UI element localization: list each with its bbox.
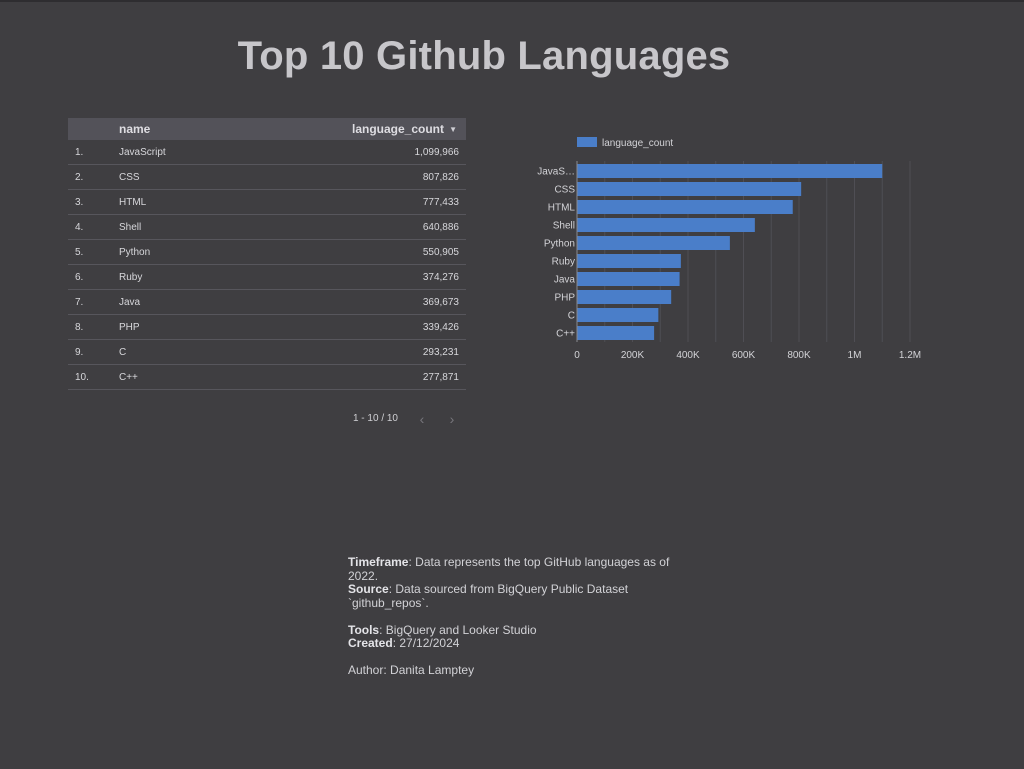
previous-page-icon[interactable]: ‹ (419, 411, 425, 427)
row-index: 8. (75, 321, 84, 333)
row-count: 640,886 (422, 221, 459, 233)
row-name: Java (119, 296, 141, 308)
table-row[interactable]: 2. CSS 807,826 (68, 165, 466, 190)
bar-css[interactable] (577, 182, 802, 196)
languages-table: name language_count ▼ 1. JavaScript 1,099,… (68, 118, 466, 390)
y-tick-label: Ruby (552, 257, 575, 268)
row-count: 777,433 (422, 196, 459, 208)
row-index: 1. (75, 146, 84, 158)
y-tick-label: CSS (554, 185, 575, 196)
y-tick-label: C (568, 311, 575, 322)
x-tick-label: 600K (732, 350, 756, 361)
next-page-icon[interactable]: › (449, 411, 455, 427)
bar-html[interactable] (577, 200, 793, 214)
table-row[interactable]: 9. C 293,231 (68, 340, 466, 365)
row-name: C (119, 346, 127, 358)
name-column-header[interactable]: name (119, 122, 151, 136)
y-tick-label: PHP (554, 293, 575, 304)
source-note: Source: Data sourced from BigQuery Publi… (348, 582, 678, 610)
timeframe-text: : Data represents the top GitHub languag… (348, 555, 670, 583)
row-index: 4. (75, 221, 84, 233)
table-row[interactable]: 7. Java 369,673 (68, 290, 466, 315)
x-tick-label: 200K (621, 350, 645, 361)
row-count: 374,276 (422, 271, 459, 283)
tools-note: Tools: BigQuery and Looker Studio (348, 622, 678, 638)
y-tick-label: Java (554, 275, 576, 286)
bar-javascript[interactable] (577, 164, 883, 178)
row-index: 7. (75, 296, 84, 308)
created-note: Created: 27/12/2024 (348, 636, 678, 651)
y-tick-label: HTML (548, 203, 576, 214)
table-pagination: 1 - 10 / 10 ‹ › (68, 410, 466, 428)
language-count-bar-chart: language_count 0 200K 400K 600K 800K 1M 1.2M Jav… (537, 137, 921, 361)
y-tick-label: JavaS… (537, 167, 575, 178)
row-count: 293,231 (422, 346, 459, 358)
bar-shell[interactable] (577, 218, 755, 232)
row-count: 277,871 (422, 371, 459, 383)
table-row[interactable]: 3. HTML 777,433 (68, 190, 466, 215)
row-name: JavaScript (119, 146, 166, 158)
report-notes: Timeframe: Data represents the top GitHu… (348, 555, 678, 678)
row-count: 1,099,966 (414, 146, 460, 158)
row-name: Python (119, 246, 151, 258)
row-index: 5. (75, 246, 84, 258)
bar-c[interactable] (577, 308, 659, 322)
row-name: C++ (119, 371, 138, 383)
bar-java[interactable] (577, 272, 680, 286)
row-count: 339,426 (422, 321, 459, 333)
x-tick-label: 1.2M (899, 350, 921, 361)
timeframe-label: Timeframe (348, 555, 409, 569)
table-row[interactable]: 4. Shell 640,886 (68, 215, 466, 240)
row-index: 3. (75, 196, 84, 208)
row-count: 550,905 (422, 246, 459, 258)
tools-label: Tools (348, 622, 380, 637)
row-index: 9. (75, 346, 84, 358)
bar-python[interactable] (577, 236, 730, 250)
created-text: : 27/12/2024 (392, 636, 460, 650)
table-row[interactable]: 10. C++ 277,871 (68, 365, 466, 390)
bar-ruby[interactable] (577, 254, 681, 268)
legend-label: language_count (602, 138, 673, 149)
row-index: 6. (75, 271, 84, 283)
row-name: HTML (119, 196, 147, 208)
table-header: name language_count ▼ (68, 118, 466, 140)
row-name: CSS (119, 171, 140, 183)
table-body: 1. JavaScript 1,099,966 2. CSS 807,826 3. HTML 7… (68, 140, 466, 390)
row-name: PHP (119, 321, 140, 333)
row-name: Shell (119, 221, 142, 233)
table-row[interactable]: 8. PHP 339,426 (68, 315, 466, 340)
x-tick-label: 400K (676, 350, 700, 361)
bar-php[interactable] (577, 290, 672, 304)
timeframe-note: Timeframe: Data represents the top GitHu… (348, 555, 678, 583)
language-count-header-label: language_count (351, 122, 444, 136)
x-tick-label: 0 (574, 350, 580, 361)
pagination-label: 1 - 10 / 10 (352, 413, 398, 424)
row-count: 807,826 (422, 171, 459, 183)
source-label: Source (348, 582, 389, 596)
row-index: 2. (75, 171, 84, 183)
row-count: 369,673 (422, 296, 459, 308)
x-tick-label: 1M (848, 350, 862, 361)
bar-c-[interactable] (577, 326, 655, 340)
author-note: Author: Danita Lamptey (348, 663, 475, 677)
source-text: : Data sourced from BigQuery Public Data… (348, 582, 629, 610)
page-title: Top 10 Github Languages (237, 34, 731, 78)
y-tick-label: Python (544, 239, 575, 250)
legend-swatch (577, 137, 597, 147)
y-tick-label: C++ (556, 329, 575, 340)
table-row[interactable]: 5. Python 550,905 (68, 240, 466, 265)
row-name: Ruby (119, 271, 143, 283)
x-tick-label: 800K (787, 350, 811, 361)
row-index: 10. (75, 371, 89, 383)
table-row[interactable]: 1. JavaScript 1,099,966 (68, 140, 466, 165)
sort-descending-icon[interactable]: ▼ (449, 125, 457, 134)
table-row[interactable]: 6. Ruby 374,276 (68, 265, 466, 290)
y-tick-label: Shell (553, 221, 575, 232)
language-count-column-header[interactable]: language_count ▼ (294, 122, 466, 136)
created-label: Created (348, 636, 393, 650)
tools-text: : BigQuery and Looker Studio (379, 622, 537, 637)
